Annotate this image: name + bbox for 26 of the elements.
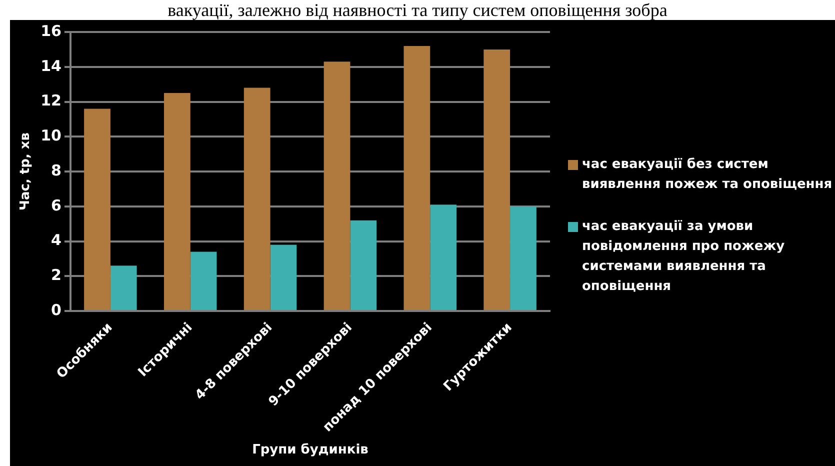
y-tick-label: 2	[51, 266, 62, 284]
bar	[190, 252, 217, 310]
bar	[270, 244, 297, 310]
bar	[510, 206, 536, 310]
legend-label: час евакуації без систем виявлення пожеж та оповіщення	[582, 157, 832, 192]
bar	[244, 88, 270, 310]
y-tick-label: 4	[51, 231, 62, 250]
bar	[84, 108, 110, 310]
bar	[164, 93, 190, 310]
x-axis-title: Групи будинків	[252, 442, 368, 458]
bar	[404, 46, 430, 310]
y-axis-title: Час, tр, хв	[18, 132, 34, 211]
bar	[324, 62, 350, 310]
bar	[484, 49, 510, 310]
bar	[110, 266, 137, 310]
text: вакуації, залежно від наявності та типу систем оповіщення зобра	[166, 0, 668, 20]
y-tick-label: 8	[51, 161, 62, 180]
y-tick-label: 6	[51, 196, 62, 214]
legend-label: час евакуації за умови повідомлення про пожежу системами виявлення та оповіщення	[582, 219, 785, 294]
bar	[350, 220, 377, 310]
y-tick-label: 14	[40, 56, 62, 75]
y-tick-label: 12	[40, 92, 62, 110]
bar	[430, 204, 456, 310]
y-tick-label: 10	[40, 126, 62, 145]
y-tick-label: 16	[40, 22, 62, 40]
y-tick-label: 0	[51, 300, 62, 319]
